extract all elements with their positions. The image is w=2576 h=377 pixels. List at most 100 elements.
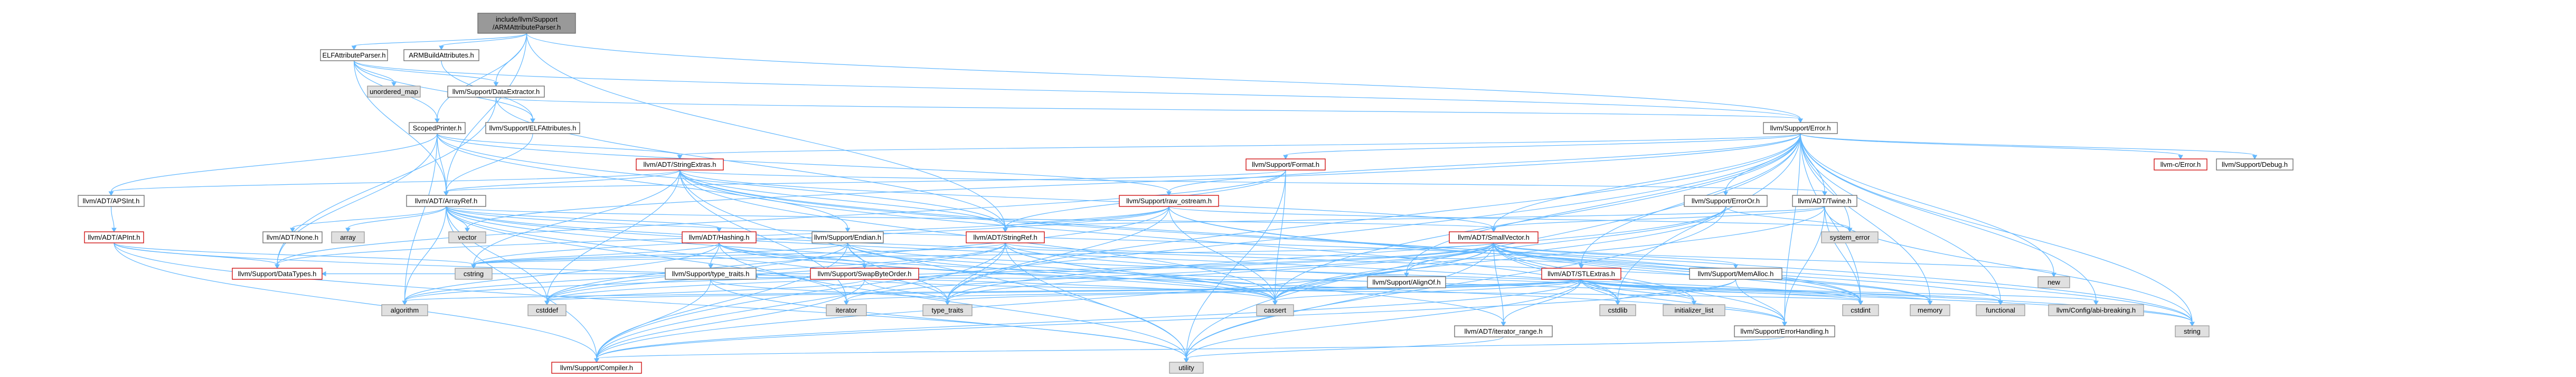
node-noneh[interactable]: llvm/ADT/None.h [262,231,323,243]
node-box [320,49,388,61]
node-elfattrparser[interactable]: ELFAttributeParser.h [320,49,388,61]
node-label: memory [1918,306,1942,314]
node-twine[interactable]: llvm/ADT/Twine.h [1792,195,1857,207]
node-iterator_range[interactable]: llvm/ADT/iterator_range.h [1454,325,1553,337]
edge-arrowhead [677,155,683,160]
node-functional: functional [1976,304,2025,316]
node-label: llvm/ADT/StringRef.h [973,233,1037,241]
edge-error-to-cerror [1800,133,2183,160]
node-format[interactable]: llvm/Support/Format.h [1245,158,1326,171]
node-box [455,268,493,280]
node-stringextras[interactable]: llvm/ADT/StringExtras.h [636,158,724,171]
node-string: string [2175,325,2210,337]
edge-error-to-memory [1800,133,1933,306]
node-hashing[interactable]: llvm/ADT/Hashing.h [682,231,757,243]
node-label: llvm/Support/DataTypes.h [238,270,317,278]
node-label: algorithm [391,306,419,314]
edge-stlextras-to-functional [1581,279,2003,306]
node-box [1367,276,1446,288]
edge-stlextras-to-type_traits [945,279,1582,306]
edge-scopedprinter-to-endian [437,133,851,233]
node-box [2175,325,2210,337]
node-errorhandling[interactable]: llvm/Support/ErrorHandling.h [1734,325,1835,337]
edge-arrowhead [708,264,713,269]
edge-stlextras-to-errorhandling [1581,279,1787,327]
node-apsint[interactable]: llvm/ADT/APSInt.h [78,195,145,207]
edge-stlextras-to-cstdint [1581,279,1863,306]
node-swapbyteorder[interactable]: llvm/Support/SwapByteOrder.h [810,268,919,280]
node-elfattributes[interactable]: llvm/Support/ELFAttributes.h [485,122,580,134]
node-debug[interactable]: llvm/Support/Debug.h [2216,158,2294,171]
node-smallvector[interactable]: llvm/ADT/SmallVector.h [1449,231,1539,243]
node-datatypes[interactable]: llvm/Support/DataTypes.h [232,268,323,280]
edge-dataextractor-to-error [495,97,1803,124]
node-cstring: cstring [455,268,493,280]
node-vector: vector [448,231,486,243]
node-box [2048,304,2144,316]
node-cstdint: cstdint [1842,304,1879,316]
edge-arrowhead [1733,264,1739,269]
node-initializer_list: initializer_list [1663,304,1725,316]
node-box [1842,304,1879,316]
edge-arrayref-to-algorithm [402,206,447,306]
node-box [1792,195,1857,207]
node-dataextractor[interactable]: llvm/Support/DataExtractor.h [447,86,545,98]
edge-stringref-to-utility [1005,242,1189,363]
node-label: string [2184,327,2201,335]
node-rawostream[interactable]: llvm/Support/raw_ostream.h [1119,195,1219,207]
node-armbuild[interactable]: ARMBuildAttributes.h [403,49,479,61]
edge-format-to-arrayref [444,169,1286,196]
edge-apint-to-datatypes [114,242,280,269]
node-box [665,268,757,280]
node-box [1541,268,1621,280]
node-label: llvm/Support/Compiler.h [560,364,633,372]
node-label: llvm/Support/Error.h [1770,124,1831,132]
edge-root-to-armbuild [439,33,527,51]
node-scopedprinter[interactable]: ScopedPrinter.h [409,122,466,134]
node-cerror[interactable]: llvm-c/Error.h [2154,158,2207,171]
edge-arrowhead [1579,264,1584,269]
edge-arrowhead [444,191,449,196]
node-label: llvm/ADT/Twine.h [1798,197,1851,205]
edge-arrowhead [2178,155,2183,160]
node-new: new [2037,276,2070,288]
edge-root-to-dataextractor [493,33,527,87]
node-root[interactable]: include/llvm/Support/ARMAttributeParser.… [477,13,576,34]
node-label: llvm/ADT/StringExtras.h [644,161,716,168]
node-box [78,195,145,207]
node-memalloc[interactable]: llvm/Support/MemAlloc.h [1689,268,1782,280]
edge-arrowhead [1615,300,1620,306]
node-apint[interactable]: llvm/ADT/APInt.h [84,231,144,243]
node-configabi: llvm/Config/abi-breaking.h [2048,304,2144,316]
edge-arrowhead [1491,228,1496,233]
node-label: llvm/ADT/APSInt.h [83,197,140,205]
edge-arrowhead [1003,228,1008,233]
edge-error-to-debug [1800,133,2258,160]
edge-stlextras-to-algorithm [402,279,1582,306]
node-compiler[interactable]: llvm/Support/Compiler.h [551,362,642,374]
node-box [367,86,421,98]
edge-stringextras-to-cstring [471,169,681,269]
node-box [448,231,486,243]
edge-arrowhead [108,191,114,196]
node-errororh[interactable]: llvm/Support/ErrorOr.h [1684,195,1768,207]
edge-arrowhead [493,82,499,87]
edge-elfattrparser-to-dataextractor [353,60,499,87]
node-box [84,231,144,243]
edge-arrowhead [2190,322,2195,327]
node-endian[interactable]: llvm/Support/Endian.h [812,231,884,243]
node-alignof[interactable]: llvm/Support/AlignOf.h [1367,276,1446,288]
node-typetraitsh[interactable]: llvm/Support/type_traits.h [665,268,757,280]
node-box [527,304,567,316]
edge-root-to-stringref [526,33,1008,233]
edge-error-to-system_error [1800,133,1853,233]
node-stlextras[interactable]: llvm/ADT/STLExtras.h [1541,268,1621,280]
edge-arrowhead [351,45,357,51]
node-stringref[interactable]: llvm/ADT/StringRef.h [966,231,1045,243]
node-error[interactable]: llvm/Support/Error.h [1763,122,1838,134]
node-arrayref[interactable]: llvm/ADT/ArrayRef.h [406,195,486,207]
edge-stringextras-to-apsint [108,169,681,196]
node-unordered_map: unordered_map [367,86,421,98]
edge-arrowhead [402,300,408,306]
